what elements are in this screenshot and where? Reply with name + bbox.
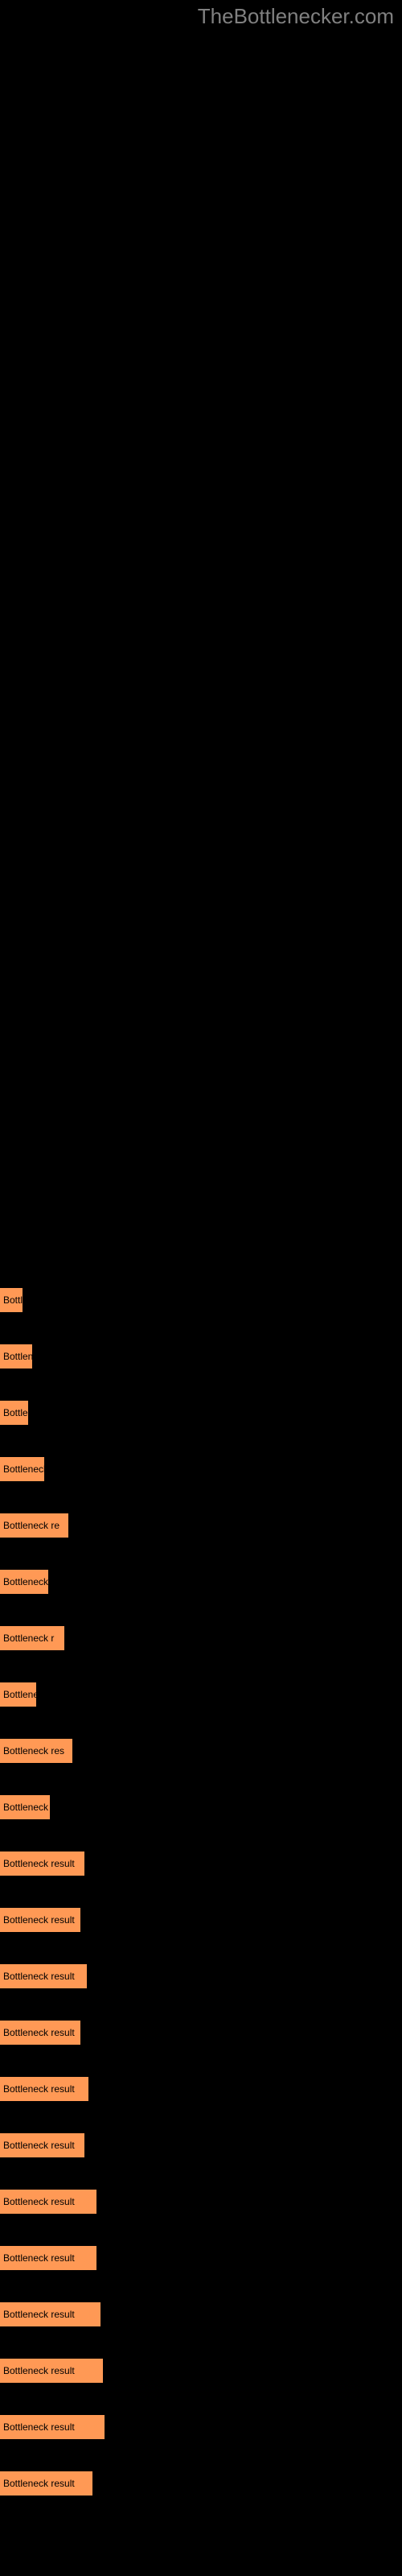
bar: Bottleneck xyxy=(0,1344,32,1368)
bar-row: Bottleneck result xyxy=(0,2246,402,2270)
bar-label: Bottleneck result xyxy=(3,1914,75,1926)
bar: Bottleneck xyxy=(0,1795,50,1819)
bar-label: Bottleneck result xyxy=(3,2252,75,2264)
bar-row: Bottleneck result xyxy=(0,2190,402,2214)
bar: Bottl xyxy=(0,1288,23,1312)
bar: Bottleneck result xyxy=(0,1852,84,1876)
bar-label: Bottleneck result xyxy=(3,1971,75,1982)
bar: Bottleneck result xyxy=(0,2077,88,2101)
bar-row: Bottleneck res xyxy=(0,1739,402,1763)
bar: Bottleneck result xyxy=(0,2133,84,2157)
bar-label: Bottle xyxy=(3,1407,28,1418)
bar-row: Bottleneck result xyxy=(0,1964,402,1988)
bar-label: Bottleneck r xyxy=(3,1633,54,1644)
bar-label: Bottl xyxy=(3,1294,23,1306)
bar-label: Bottleneck result xyxy=(3,2421,75,2433)
bar: Bottleneck result xyxy=(0,2302,100,2326)
bar-label: Bottleneck result xyxy=(3,2309,75,2320)
bar-label: Bottleneck result xyxy=(3,2478,75,2489)
bar: Bottlene xyxy=(0,1682,36,1707)
bar-row: Bottleneck result xyxy=(0,1852,402,1876)
bar: Bottleneck result xyxy=(0,1964,87,1988)
bar-label: Bottleneck xyxy=(3,1802,48,1813)
bar: Bottleneck result xyxy=(0,2021,80,2045)
bar: Bottleneck xyxy=(0,1570,48,1594)
bar-row: Bottl xyxy=(0,1288,402,1312)
bar-row: Bottleneck result xyxy=(0,2471,402,2496)
bar: Bottleneck result xyxy=(0,2359,103,2383)
bar-row: Bottleneck result xyxy=(0,2077,402,2101)
bar-chart: Bottl Bottleneck Bottle Bottleneck Bottlenec… xyxy=(0,1288,402,2496)
bar-label: Bottlene xyxy=(3,1689,36,1700)
bar-row: Bottleneck result xyxy=(0,1908,402,1932)
bar-row: Bottleneck result xyxy=(0,2415,402,2439)
bar: Bottleneck xyxy=(0,1457,44,1481)
bar-row: Bottleneck result xyxy=(0,2302,402,2326)
bar: Bottleneck result xyxy=(0,2190,96,2214)
bar-label: Bottleneck xyxy=(3,1463,44,1475)
bar-label: Bottleneck result xyxy=(3,1858,75,1869)
bar: Bottleneck result xyxy=(0,1908,80,1932)
bar-label: Bottleneck xyxy=(3,1351,32,1362)
bar-label: Bottleneck result xyxy=(3,2083,75,2095)
bar-row: Bottleneck xyxy=(0,1570,402,1594)
bar-label: Bottleneck result xyxy=(3,2196,75,2207)
bar: Bottleneck re xyxy=(0,1513,68,1538)
bar-row: Bottlene xyxy=(0,1682,402,1707)
bar-row: Bottleneck xyxy=(0,1457,402,1481)
bar: Bottleneck result xyxy=(0,2471,92,2496)
bar-row: Bottleneck xyxy=(0,1795,402,1819)
bar-row: Bottleneck re xyxy=(0,1513,402,1538)
bar-label: Bottleneck result xyxy=(3,2365,75,2376)
bar: Bottleneck result xyxy=(0,2246,96,2270)
bar-row: Bottleneck result xyxy=(0,2133,402,2157)
watermark: TheBottlenecker.com xyxy=(198,4,394,29)
bar: Bottle xyxy=(0,1401,28,1425)
bar-row: Bottleneck r xyxy=(0,1626,402,1650)
bar-row: Bottleneck result xyxy=(0,2021,402,2045)
bar-label: Bottleneck xyxy=(3,1576,48,1587)
bar-row: Bottleneck xyxy=(0,1344,402,1368)
bar-row: Bottle xyxy=(0,1401,402,1425)
bar-row: Bottleneck result xyxy=(0,2359,402,2383)
bar: Bottleneck r xyxy=(0,1626,64,1650)
bar-label: Bottleneck res xyxy=(3,1745,64,1757)
bar: Bottleneck result xyxy=(0,2415,105,2439)
bar-label: Bottleneck result xyxy=(3,2140,75,2151)
bar-label: Bottleneck re xyxy=(3,1520,59,1531)
bar: Bottleneck res xyxy=(0,1739,72,1763)
bar-label: Bottleneck result xyxy=(3,2027,75,2038)
